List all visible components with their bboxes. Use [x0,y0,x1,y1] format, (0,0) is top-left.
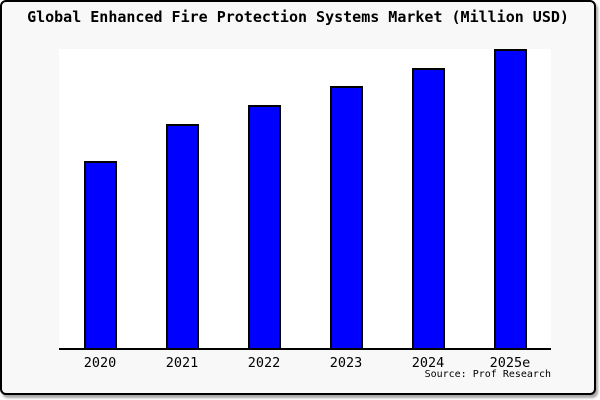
bar-slot-2020 [59,49,141,348]
x-tick-label-2023: 2023 [329,355,363,371]
x-tick-label-2021: 2021 [165,355,199,371]
bar-slot-2022 [223,49,305,348]
x-tick-label-2022: 2022 [247,355,281,371]
bars [59,49,551,348]
x-tick-label-2024: 2024 [411,355,445,371]
source-note: Source: Prof Research [424,369,551,380]
bar-2022 [247,104,281,348]
bar-slot-2025e [469,49,551,348]
bar-2025e [493,49,527,348]
bar-2024 [411,68,445,348]
x-axis-labels: 2020 2021 2022 2023 2024 2025e [59,355,551,371]
bar-slot-2023 [305,49,387,348]
x-tick-label-2020: 2020 [83,355,117,371]
bar-slot-2024 [387,49,469,348]
x-tick-label-2025e: 2025e [489,355,531,371]
bar-2023 [329,86,363,348]
bar-slot-2021 [141,49,223,348]
chart-title: Global Enhanced Fire Protection Systems … [27,8,569,26]
bar-2021 [165,124,199,348]
plot-area [59,49,551,350]
bar-2020 [83,161,117,348]
